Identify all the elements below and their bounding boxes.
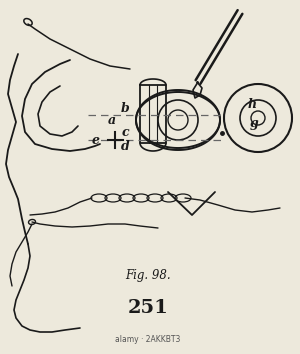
Text: c: c <box>121 126 129 138</box>
Text: 251: 251 <box>128 299 168 317</box>
Text: d: d <box>121 141 129 154</box>
Text: g: g <box>250 116 258 130</box>
Text: h: h <box>248 97 256 110</box>
Text: Fig. 98.: Fig. 98. <box>125 268 171 281</box>
Text: a: a <box>108 114 116 126</box>
Text: b: b <box>121 102 129 114</box>
Text: e: e <box>92 133 100 147</box>
Text: alamy · 2AKKBT3: alamy · 2AKKBT3 <box>115 336 181 344</box>
